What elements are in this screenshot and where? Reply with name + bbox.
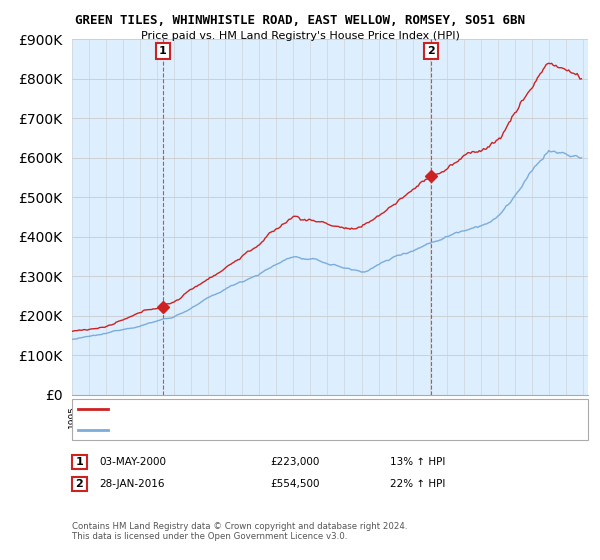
Text: 03-MAY-2000: 03-MAY-2000: [99, 457, 166, 467]
Text: GREEN TILES, WHINWHISTLE ROAD, EAST WELLOW, ROMSEY, SO51 6BN: GREEN TILES, WHINWHISTLE ROAD, EAST WELL…: [75, 14, 525, 27]
Text: £223,000: £223,000: [270, 457, 319, 467]
Text: 28-JAN-2016: 28-JAN-2016: [99, 479, 164, 489]
Text: 2: 2: [76, 479, 83, 489]
Text: 1: 1: [76, 457, 83, 467]
Text: 22% ↑ HPI: 22% ↑ HPI: [390, 479, 445, 489]
Text: GREEN TILES, WHINWHISTLE ROAD, EAST WELLOW, ROMSEY, SO51 6BN (detached hous: GREEN TILES, WHINWHISTLE ROAD, EAST WELL…: [114, 405, 532, 414]
Text: Price paid vs. HM Land Registry's House Price Index (HPI): Price paid vs. HM Land Registry's House …: [140, 31, 460, 41]
Text: HPI: Average price, detached house, Test Valley: HPI: Average price, detached house, Test…: [114, 425, 340, 434]
Text: £554,500: £554,500: [270, 479, 320, 489]
Text: 13% ↑ HPI: 13% ↑ HPI: [390, 457, 445, 467]
Text: 1: 1: [159, 46, 167, 56]
Text: Contains HM Land Registry data © Crown copyright and database right 2024.
This d: Contains HM Land Registry data © Crown c…: [72, 522, 407, 542]
Text: 2: 2: [427, 46, 435, 56]
